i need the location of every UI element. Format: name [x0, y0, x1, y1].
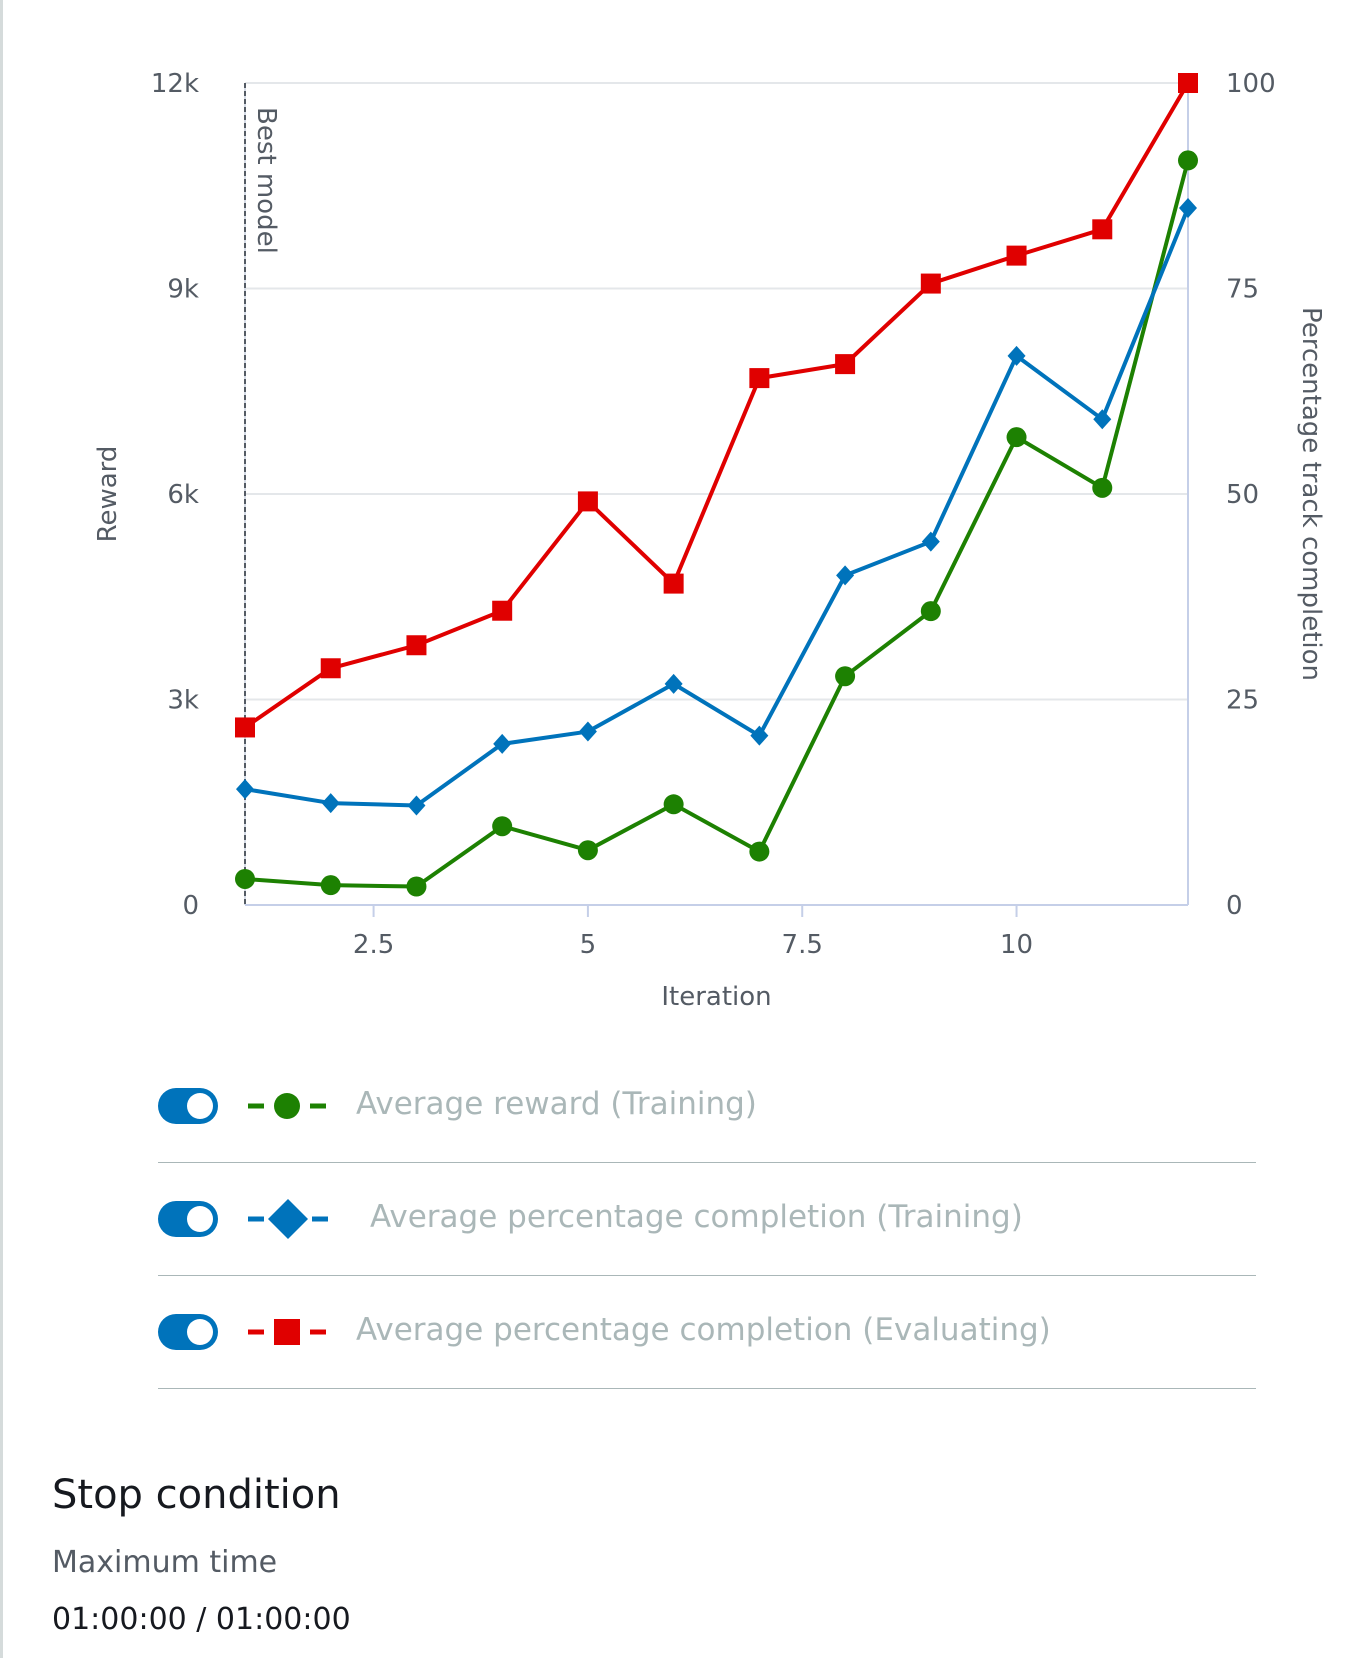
data-point-circle	[406, 876, 427, 897]
legend: Average reward (Training) Average percen…	[158, 1050, 1256, 1389]
y-right-tick-label: 25	[1226, 686, 1259, 716]
data-point-diamond	[1007, 345, 1026, 366]
data-point-diamond	[578, 721, 597, 742]
panel-left-border	[0, 0, 3, 1658]
y-axis-left-title: Reward	[93, 446, 123, 543]
y-left-tick-label: 3k	[167, 686, 199, 716]
y-right-tick-label: 0	[1226, 891, 1243, 921]
y-right-tick-label: 100	[1226, 69, 1276, 99]
data-point-square	[749, 368, 770, 389]
y-right-tick-label: 50	[1226, 480, 1259, 510]
data-point-circle	[920, 601, 941, 622]
data-point-circle	[749, 841, 770, 862]
x-axis-title: Iteration	[661, 982, 771, 1012]
data-point-square	[1006, 245, 1027, 266]
toggle-completion-training[interactable]	[158, 1201, 218, 1237]
toggle-knob	[187, 1319, 213, 1345]
best-model-label: Best model	[251, 107, 281, 254]
data-point-square	[235, 717, 255, 738]
data-point-circle	[577, 840, 598, 861]
x-tick-label: 7.5	[782, 930, 823, 960]
data-point-circle	[835, 666, 856, 687]
data-point-diamond	[750, 725, 769, 746]
data-point-diamond	[321, 793, 340, 814]
data-point-square	[320, 658, 341, 679]
y-left-tick-label: 6k	[167, 480, 199, 510]
data-point-diamond	[1093, 409, 1112, 430]
data-point-circle	[1006, 427, 1027, 448]
legend-square-icon	[248, 1319, 326, 1345]
legend-row-reward-training: Average reward (Training)	[158, 1050, 1256, 1163]
x-tick-label: 5	[580, 930, 597, 960]
legend-label: Average percentage completion (Evaluatin…	[356, 1312, 1051, 1348]
y-left-tick-label: 9k	[167, 275, 199, 305]
series-line-3	[243, 81, 1190, 730]
data-point-square	[1178, 73, 1198, 93]
data-point-square	[920, 273, 941, 294]
series-line-2	[244, 207, 1190, 808]
legend-label: Average percentage completion (Training)	[370, 1199, 1023, 1235]
y-right-tick-label: 75	[1226, 275, 1259, 305]
data-point-diamond	[1179, 197, 1197, 218]
legend-label: Average reward (Training)	[356, 1086, 757, 1122]
stop-condition-heading: Stop condition	[52, 1472, 341, 1518]
legend-diamond-icon	[248, 1199, 328, 1239]
data-point-diamond	[236, 779, 254, 800]
data-point-circle	[492, 816, 513, 837]
data-point-circle	[235, 868, 255, 889]
data-point-square	[492, 600, 513, 621]
data-point-square	[1092, 219, 1113, 240]
legend-circle-icon	[248, 1093, 326, 1119]
data-point-diamond	[836, 565, 855, 586]
data-point-circle	[1178, 150, 1198, 171]
data-point-diamond	[664, 673, 683, 694]
toggle-knob	[187, 1093, 213, 1119]
data-point-square	[577, 491, 598, 512]
legend-row-completion-training: Average percentage completion (Training)	[158, 1163, 1256, 1276]
data-point-square	[406, 635, 427, 656]
data-point-circle	[320, 875, 341, 896]
data-point-circle	[1092, 477, 1113, 498]
toggle-completion-evaluating[interactable]	[158, 1314, 218, 1350]
toggle-knob	[187, 1206, 213, 1232]
data-point-square	[663, 573, 684, 594]
toggle-reward-training[interactable]	[158, 1088, 218, 1124]
data-point-diamond	[493, 733, 512, 754]
data-point-diamond	[407, 795, 426, 816]
data-point-diamond	[921, 531, 940, 552]
stop-condition-value: 01:00:00 / 01:00:00	[52, 1602, 351, 1637]
y-axis-right-title: Percentage track completion	[1296, 307, 1326, 681]
x-tick-label: 2.5	[353, 930, 394, 960]
y-left-tick-label: 12k	[151, 69, 199, 99]
x-tick-label: 10	[1000, 930, 1033, 960]
y-left-tick-label: 0	[182, 891, 199, 921]
stop-condition-label: Maximum time	[52, 1545, 278, 1580]
training-chart: 0 3k 6k 9k 12k 0 25 50 75 100 2.5 5 7.5 10 Iteration Re…	[93, 69, 1326, 1012]
data-point-square	[835, 354, 856, 375]
data-point-circle	[663, 794, 684, 815]
legend-row-completion-evaluating: Average percentage completion (Evaluatin…	[158, 1276, 1256, 1389]
series-line-1	[244, 159, 1190, 889]
